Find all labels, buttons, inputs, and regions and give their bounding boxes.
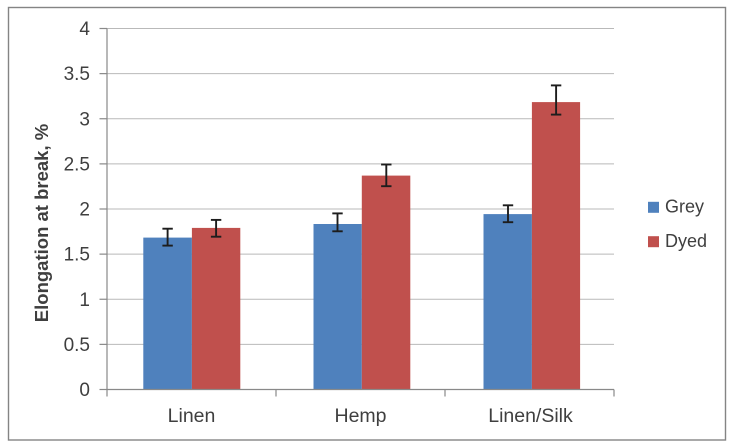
svg-text:0.5: 0.5 [64,335,90,356]
svg-text:1: 1 [79,290,90,311]
svg-text:4: 4 [79,19,90,40]
svg-text:1.5: 1.5 [64,245,90,266]
svg-text:Linen: Linen [168,405,216,427]
svg-text:Elongation at break, %: Elongation at break, % [31,124,52,322]
svg-text:Linen/Silk: Linen/Silk [488,405,573,427]
svg-text:3.5: 3.5 [64,64,90,85]
svg-text:3: 3 [79,109,90,130]
svg-text:2: 2 [79,200,90,221]
svg-text:Dyed: Dyed [665,231,707,251]
svg-text:2.5: 2.5 [64,154,90,175]
svg-text:0: 0 [79,380,90,401]
svg-text:Hemp: Hemp [334,405,386,427]
svg-text:Grey: Grey [665,196,704,216]
